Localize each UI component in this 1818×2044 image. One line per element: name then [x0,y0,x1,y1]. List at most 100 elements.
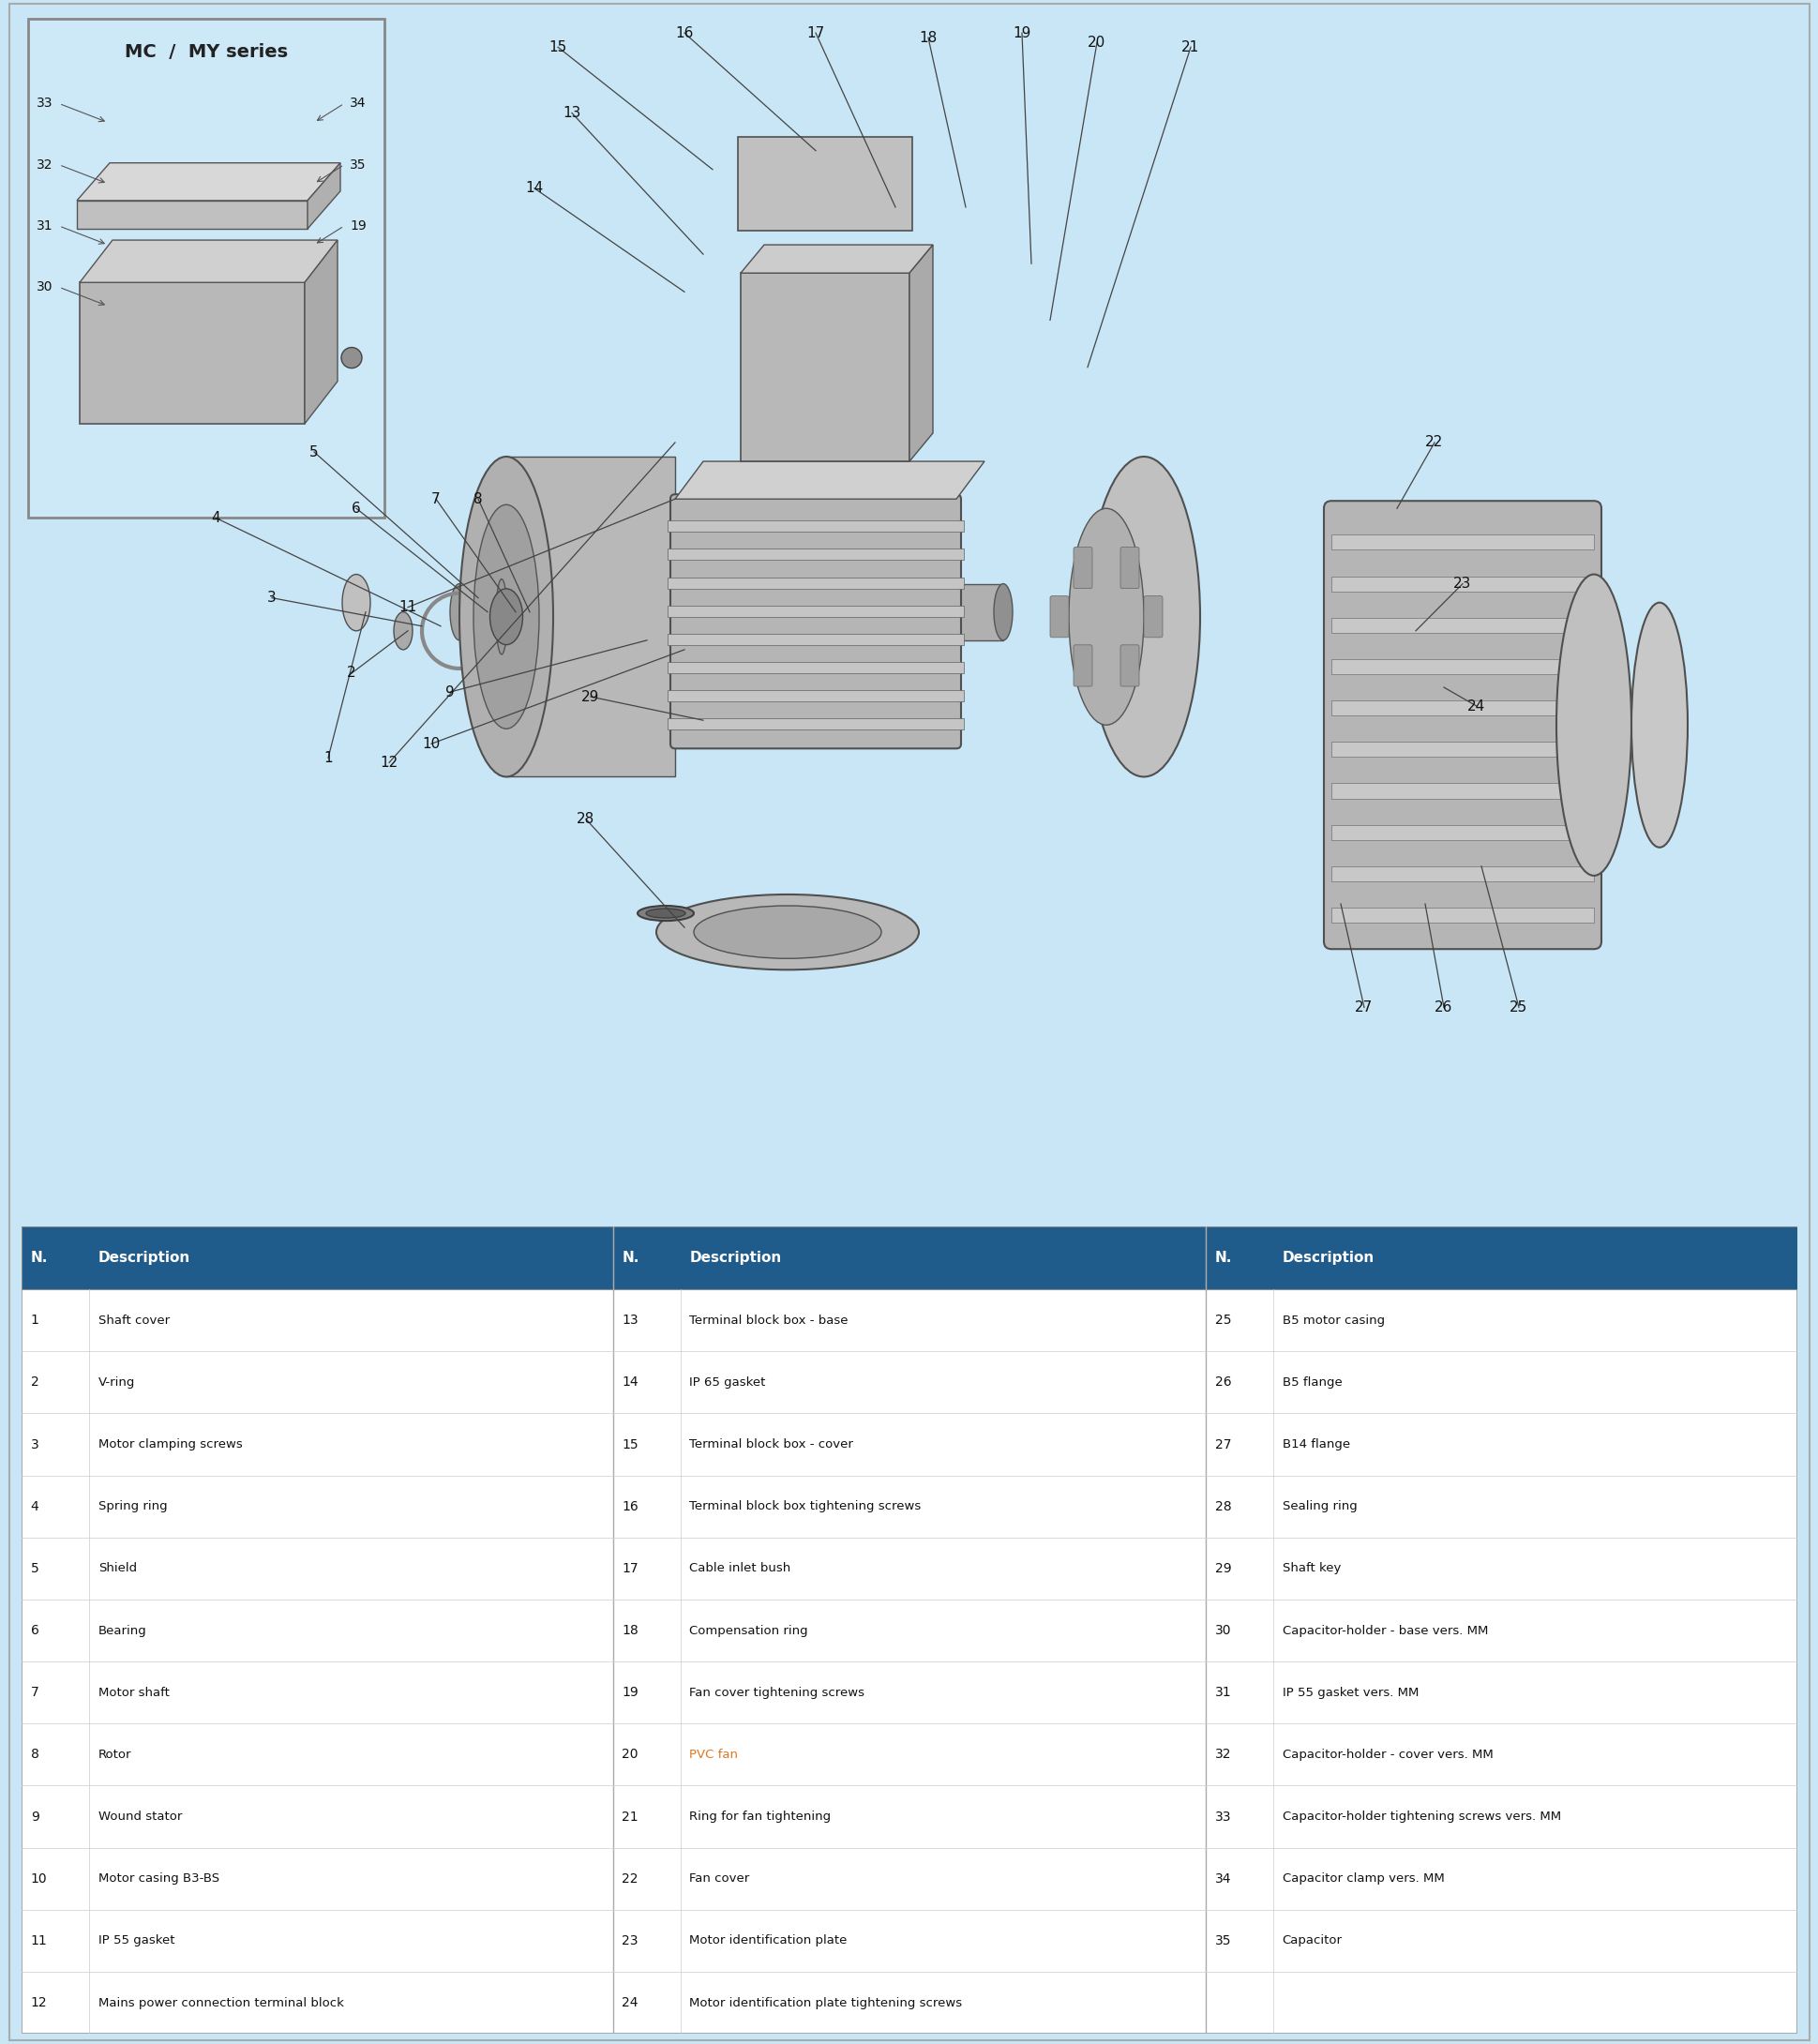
Text: 24: 24 [622,1997,638,2009]
Text: Capacitor-holder tightening screws vers. MM: Capacitor-holder tightening screws vers.… [1282,1811,1560,1823]
Text: 24: 24 [1467,699,1485,713]
Bar [1331,908,1593,922]
Text: Motor clamping screws: Motor clamping screws [98,1439,242,1451]
Text: 33: 33 [1214,1811,1231,1823]
Bar [1331,742,1593,756]
Text: 19: 19 [1013,27,1031,41]
Text: 19: 19 [622,1686,638,1699]
Text: 26: 26 [1214,1376,1231,1390]
Bar [22,1909,613,1972]
Text: 20: 20 [622,1748,638,1762]
Bar [1205,1662,1796,1723]
Text: 21: 21 [622,1811,638,1823]
Text: Cable inlet bush: Cable inlet bush [689,1562,791,1574]
Text: 15: 15 [549,41,567,53]
Text: 29: 29 [1214,1562,1231,1576]
Bar [1205,1723,1796,1786]
Ellipse shape [342,574,371,632]
Text: Shield: Shield [98,1562,136,1574]
Text: 23: 23 [1453,576,1471,591]
Ellipse shape [449,585,469,640]
Text: vent: vent [282,1701,544,1801]
Text: IP 55 gasket: IP 55 gasket [98,1934,175,1946]
Bar [667,634,964,646]
Bar [1331,576,1593,591]
Ellipse shape [496,578,507,654]
Bar [613,1848,1205,1909]
Text: 9: 9 [445,685,454,699]
Bar [1205,1537,1796,1600]
Bar [22,1414,613,1476]
Text: 34: 34 [349,96,365,110]
Text: 17: 17 [805,27,824,41]
Text: Bearing: Bearing [98,1625,147,1637]
FancyBboxPatch shape [740,274,909,462]
Ellipse shape [460,456,553,777]
Text: Description: Description [689,1251,782,1265]
Text: Motor shaft: Motor shaft [98,1686,169,1699]
FancyBboxPatch shape [1120,548,1138,589]
Text: 19: 19 [349,219,365,233]
Text: Shaft key: Shaft key [1282,1562,1340,1574]
Bar [613,1226,1205,1290]
Bar [76,200,307,229]
Text: Motor identification plate tightening screws: Motor identification plate tightening sc… [689,1997,962,2009]
Ellipse shape [645,910,685,918]
Bar [22,1537,613,1600]
Text: B14 flange: B14 flange [1282,1439,1349,1451]
Bar [22,1226,613,1290]
Bar [22,1848,613,1909]
Text: Capacitor: Capacitor [1282,1934,1342,1946]
Text: N.: N. [622,1251,638,1265]
Text: 33: 33 [36,96,53,110]
Text: 4: 4 [31,1500,38,1513]
Text: IP 65 gasket: IP 65 gasket [689,1376,765,1388]
Text: 10: 10 [422,736,440,750]
Text: 35: 35 [349,157,365,172]
Text: 13: 13 [562,106,580,121]
Bar [1331,867,1593,881]
Text: 1: 1 [324,750,333,764]
Text: 35: 35 [1214,1934,1231,1948]
Polygon shape [76,164,340,200]
Text: 22: 22 [622,1872,638,1885]
FancyBboxPatch shape [738,137,913,231]
Text: 32: 32 [1214,1748,1231,1762]
Text: 34: 34 [1214,1872,1231,1885]
Text: 28: 28 [1214,1500,1231,1513]
Bar [1205,1226,1796,1290]
Bar [613,1476,1205,1537]
Polygon shape [80,239,338,282]
Bar [667,576,964,589]
Text: 5: 5 [309,446,318,460]
Bar [613,1662,1205,1723]
Bar [22,1600,613,1662]
Text: 25: 25 [1509,1000,1527,1014]
Text: Description: Description [1282,1251,1374,1265]
Text: Terminal block box - cover: Terminal block box - cover [689,1439,853,1451]
Bar [1205,1476,1796,1537]
Bar [613,1972,1205,2034]
Text: Wound stator: Wound stator [98,1811,182,1823]
Text: 21: 21 [1182,41,1200,53]
Text: 12: 12 [31,1997,47,2009]
Bar [613,1537,1205,1600]
Bar [1205,1909,1796,1972]
Text: 31: 31 [36,219,53,233]
Bar [1205,1848,1796,1909]
Text: Shaft cover: Shaft cover [98,1314,169,1327]
Text: Ring for fan tightening: Ring for fan tightening [689,1811,831,1823]
Bar [667,691,964,701]
Text: Capacitor-holder - base vers. MM: Capacitor-holder - base vers. MM [1282,1625,1487,1637]
Text: 16: 16 [622,1500,638,1513]
Bar [1205,1600,1796,1662]
Bar [1331,826,1593,840]
Text: 31: 31 [1214,1686,1231,1699]
Text: 8: 8 [473,493,482,507]
Text: 28: 28 [576,811,594,826]
Text: N.: N. [31,1251,47,1265]
Bar [22,1662,613,1723]
Bar [667,605,964,617]
Text: 12: 12 [380,756,398,771]
Text: 6: 6 [31,1625,38,1637]
